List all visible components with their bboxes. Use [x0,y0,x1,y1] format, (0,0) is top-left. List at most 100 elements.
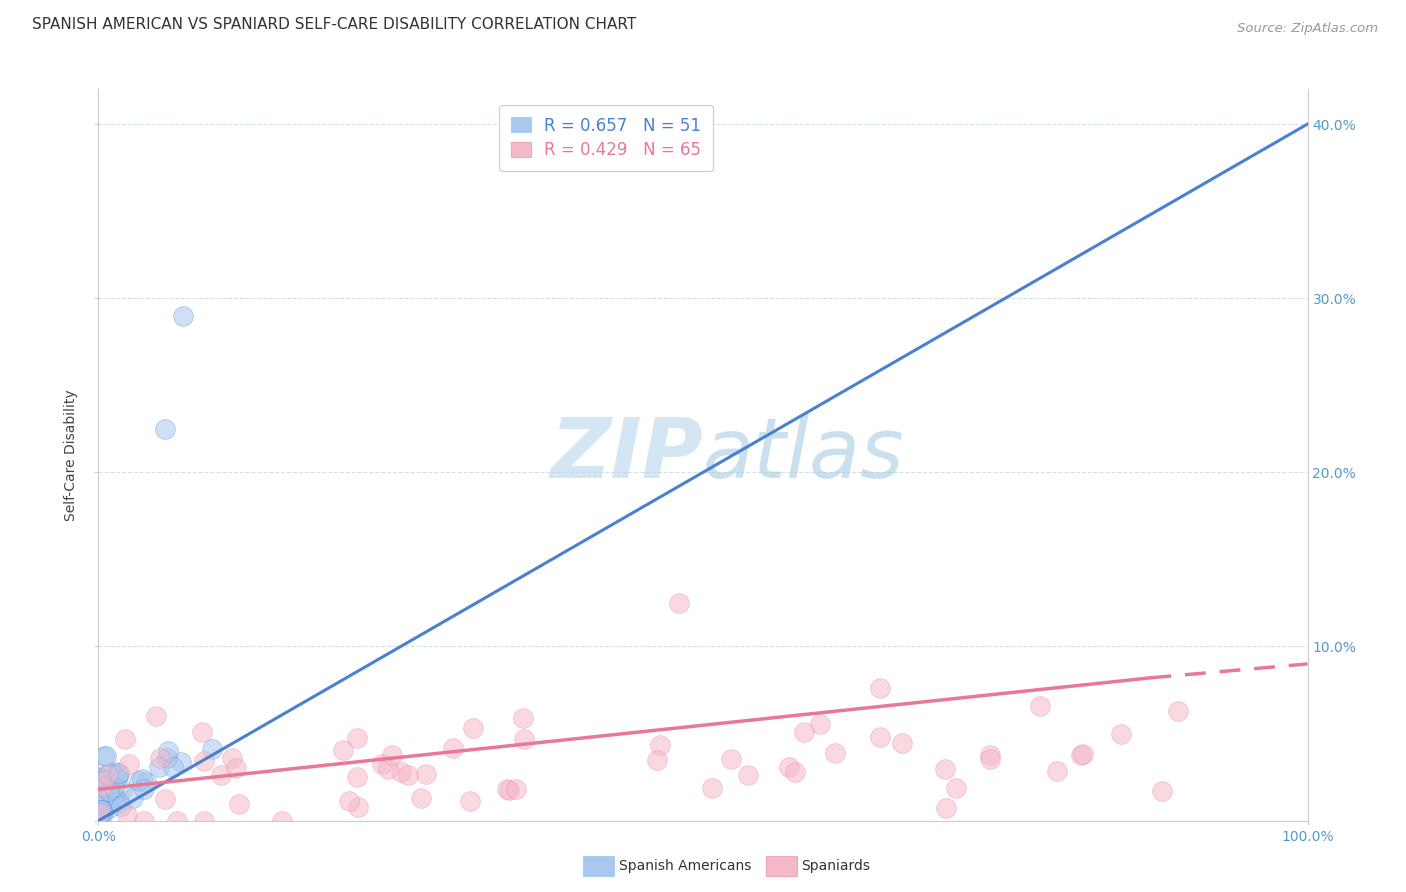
Point [346,799,368,814]
Text: atlas: atlas [703,415,904,495]
Point [87,808,110,822]
Point [869,681,891,695]
Point [935,801,957,815]
Point [389,764,412,779]
Point [513,731,536,746]
Point [162,760,184,774]
Point [105,765,128,780]
Point [90,804,112,818]
Point [346,770,368,784]
Point [132,814,155,828]
Point [371,756,394,771]
Point [221,750,243,764]
Point [1029,698,1052,713]
Point [103,790,125,805]
Point [91,779,114,793]
Point [1167,705,1189,719]
Point [381,747,404,762]
Point [156,750,179,764]
Point [648,738,671,752]
Point [156,744,179,758]
Point [396,768,419,782]
Text: Source: ZipAtlas.com: Source: ZipAtlas.com [1237,22,1378,36]
Point [1046,764,1069,779]
Point [90,804,112,818]
Point [824,746,846,760]
Point [87,790,110,805]
Point [149,751,172,765]
Point [891,736,914,750]
Text: SPANISH AMERICAN VS SPANIARD SELF-CARE DISABILITY CORRELATION CHART: SPANISH AMERICAN VS SPANIARD SELF-CARE D… [32,17,636,31]
Point [122,791,145,805]
Point [94,799,117,814]
Point [103,780,125,794]
Point [512,711,534,725]
Point [700,780,723,795]
Point [337,794,360,808]
Point [1071,747,1094,761]
Point [87,812,110,826]
Point [346,731,368,745]
Point [89,788,111,802]
Point [1109,727,1132,741]
Point [458,794,481,808]
Point [778,760,800,774]
Point [87,793,110,807]
Point [96,779,118,793]
Point [87,770,110,784]
Point [153,422,176,436]
Point [107,769,129,783]
Point [97,801,120,815]
Point [498,782,520,797]
Text: Spanish Americans: Spanish Americans [619,859,751,873]
Point [131,772,153,786]
Point [1070,747,1092,762]
Text: ZIP: ZIP [550,415,703,495]
Point [117,757,139,772]
Point [170,755,193,769]
Point [98,784,121,798]
Point [128,774,150,789]
Point [201,741,224,756]
Point [94,773,117,788]
Point [190,724,212,739]
Point [100,789,122,803]
Point [934,762,956,776]
Point [647,753,669,767]
Point [87,798,110,813]
Point [785,765,807,780]
Point [228,797,250,812]
Point [91,803,114,817]
Point [115,808,138,822]
Point [332,743,354,757]
Point [96,748,118,763]
Point [461,721,484,735]
Point [166,814,188,828]
Point [441,740,464,755]
Point [271,814,294,828]
Point [87,774,110,789]
Point [737,767,759,781]
Point [155,792,177,806]
Point [172,309,194,323]
Point [89,805,111,820]
Point [91,809,114,823]
Point [148,760,170,774]
Point [209,768,232,782]
Point [869,730,891,744]
Point [132,782,155,797]
Point [1150,784,1173,798]
Point [91,804,114,818]
Point [495,781,517,796]
Point [97,768,120,782]
Point [98,765,121,780]
Point [114,732,136,747]
Point [945,780,967,795]
Point [107,767,129,781]
Point [415,766,437,780]
Point [108,795,131,809]
Point [808,717,831,731]
Point [193,814,215,828]
Y-axis label: Self-Care Disability: Self-Care Disability [65,389,79,521]
Point [107,766,129,780]
